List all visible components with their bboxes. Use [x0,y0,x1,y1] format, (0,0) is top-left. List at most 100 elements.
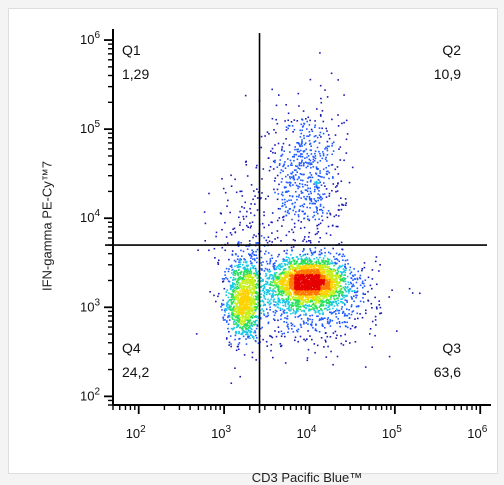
event-dot [247,305,249,308]
event-dot [345,152,348,154]
event-dot [277,283,279,286]
event-dot [227,300,229,303]
event-dot [338,312,340,314]
event-dot [306,181,309,183]
event-dot [374,296,376,299]
event-dot [234,231,237,234]
event-dot [295,305,297,308]
event-dot [301,302,303,304]
event-dot [272,288,274,291]
event-dot [297,328,300,331]
event-dot [299,323,302,326]
event-dot [238,314,240,316]
event-dot [293,222,296,225]
event-dot [242,308,245,310]
event-dot [277,288,279,291]
event-dot [348,309,350,311]
event-dot [271,284,273,286]
event-dot [314,181,316,183]
event-dot [222,281,224,283]
event-dot [308,196,311,198]
event-dot [255,359,257,361]
event-dot [316,271,319,274]
event-dot [341,122,343,125]
event-dot [323,277,326,280]
event-dot [246,303,249,306]
event-dot [292,259,295,261]
event-dot [215,300,217,303]
event-dot [304,189,307,191]
event-dot [275,285,278,288]
event-dot [248,281,250,283]
event-dot [309,176,312,179]
event-dot [255,235,257,238]
event-dot [239,258,241,260]
event-dot [302,296,304,299]
event-dot [290,278,292,280]
event-dot [340,342,343,345]
event-dot [244,297,247,299]
event-dot [297,305,299,307]
event-dot [314,126,316,128]
event-dot [232,301,234,304]
event-dot [302,164,305,167]
event-dot [274,294,276,296]
event-dot [303,259,306,261]
event-dot [343,269,346,272]
event-dot [272,263,275,265]
event-dot [303,310,306,313]
event-dot [292,305,294,307]
event-dot [314,273,317,275]
event-dot [288,125,291,127]
event-dot [278,290,280,293]
event-dot [296,290,299,292]
event-dot [293,259,296,262]
event-dot [269,287,271,289]
event-dot [296,286,298,288]
event-dot [347,292,350,294]
event-dot [284,201,286,204]
event-dot [327,287,330,290]
event-dot [250,294,253,297]
event-dot [338,275,341,278]
event-dot [307,155,310,157]
event-dot [275,272,278,274]
event-dot [243,286,245,289]
event-dot [309,258,312,261]
event-dot [233,315,236,317]
event-dot [291,272,293,274]
event-dot [353,290,356,292]
event-dot [309,119,311,122]
event-dot [283,281,286,283]
event-dot [344,289,347,291]
event-dot [313,309,315,312]
event-dot [229,309,232,311]
event-dot [319,131,322,134]
event-dot [297,305,300,308]
event-dot [318,279,321,282]
event-dot [239,278,242,280]
event-dot [228,330,230,333]
event-dot [328,273,330,275]
event-dot [292,273,295,276]
event-dot [328,300,330,302]
event-dot [237,306,240,308]
event-dot [281,266,283,269]
event-dot [224,221,226,224]
event-dot [284,302,287,305]
event-dot [295,287,298,290]
event-dot [247,318,249,320]
event-dot [264,253,266,255]
event-dot [284,161,286,163]
event-dot [324,295,327,297]
event-dot [287,278,290,280]
event-dot [254,306,256,309]
event-dot [235,332,238,335]
event-dot [319,287,322,290]
event-dot [317,285,319,288]
event-dot [318,269,320,271]
event-dot [288,272,291,275]
event-dot [230,309,233,311]
event-dot [289,272,292,274]
event-dot [315,295,317,298]
